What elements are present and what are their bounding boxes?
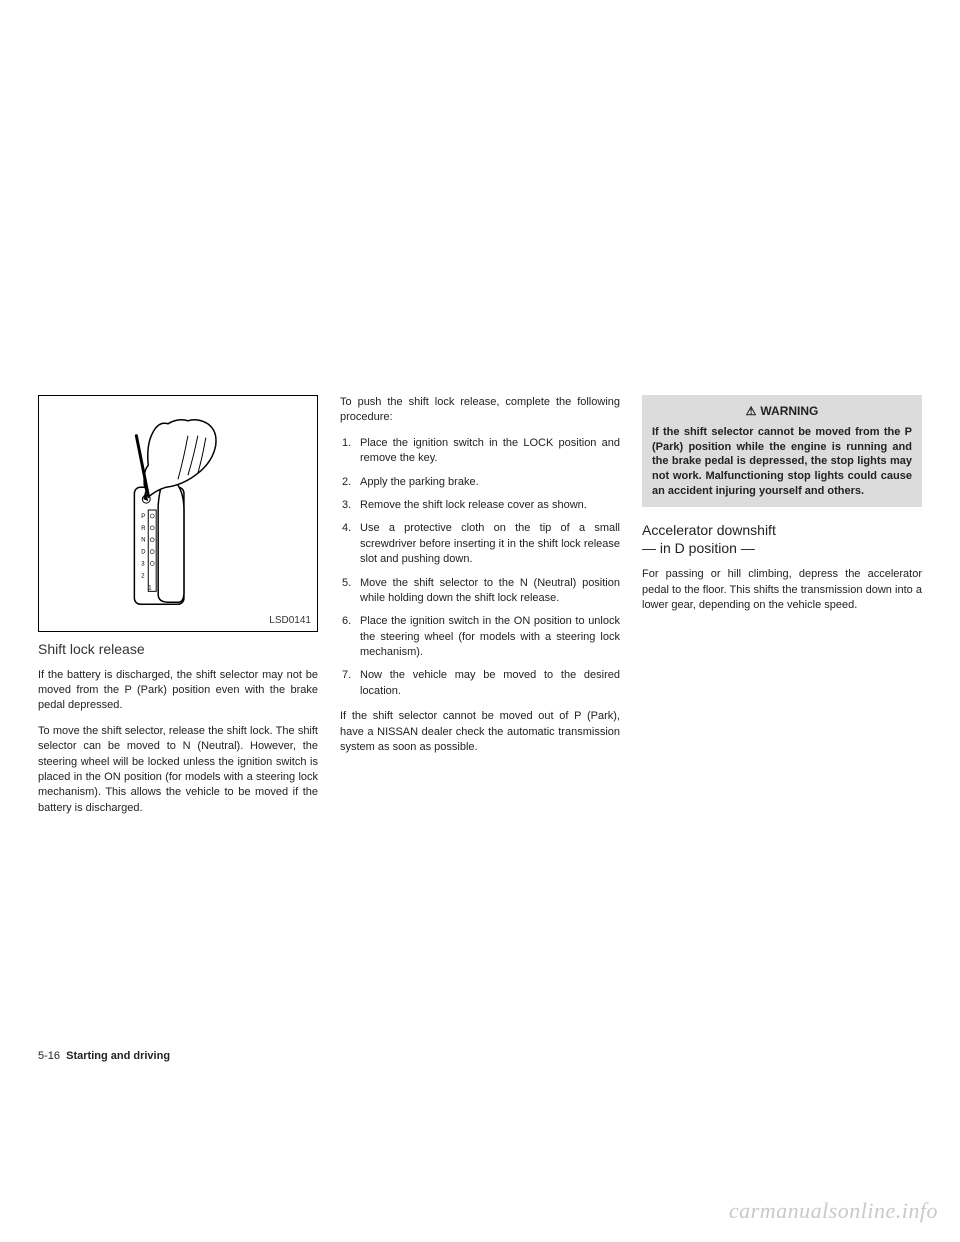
col2-intro: To push the shift lock release, complete… bbox=[340, 395, 620, 426]
warning-box: WARNING If the shift selector cannot be … bbox=[642, 395, 922, 507]
col1-p2: To move the shift selector, release the … bbox=[38, 724, 318, 816]
step: Apply the parking brake. bbox=[340, 475, 620, 490]
step: Now the vehicle may be moved to the desi… bbox=[340, 668, 620, 699]
step: Move the shift selector to the N (Neutra… bbox=[340, 576, 620, 607]
shift-lock-heading: Shift lock release bbox=[38, 640, 318, 660]
col3-p1: For passing or hill climbing, depress th… bbox=[642, 567, 922, 613]
col2-p1: If the shift selector cannot be moved ou… bbox=[340, 709, 620, 755]
page-footer: 5-16 Starting and driving bbox=[38, 1050, 170, 1062]
shift-lock-figure: P R N D 3 2 1 LSD0141 bbox=[38, 395, 318, 632]
step: Place the ignition switch in the ON posi… bbox=[340, 614, 620, 660]
svg-text:D: D bbox=[141, 550, 145, 556]
accelerator-heading: Accelerator downshift — in D position — bbox=[642, 521, 922, 557]
step: Use a protective cloth on the tip of a s… bbox=[340, 521, 620, 567]
warning-title: WARNING bbox=[652, 403, 912, 420]
svg-text:N: N bbox=[141, 538, 145, 544]
warning-body: If the shift selector cannot be moved fr… bbox=[652, 425, 912, 499]
svg-text:P: P bbox=[141, 514, 145, 520]
procedure-list: Place the ignition switch in the LOCK po… bbox=[340, 436, 620, 699]
col1-p1: If the battery is discharged, the shift … bbox=[38, 668, 318, 714]
step: Remove the shift lock release cover as s… bbox=[340, 498, 620, 513]
watermark: carmanualsonline.info bbox=[729, 1198, 938, 1224]
page-number: 5-16 bbox=[38, 1050, 60, 1062]
section-title: Starting and driving bbox=[66, 1050, 170, 1062]
figure-label: LSD0141 bbox=[269, 614, 311, 628]
step: Place the ignition switch in the LOCK po… bbox=[340, 436, 620, 467]
sub-line1: Accelerator downshift bbox=[642, 522, 776, 538]
svg-text:R: R bbox=[141, 526, 146, 532]
sub-line2: — in D position — bbox=[642, 540, 755, 556]
svg-text:2: 2 bbox=[141, 573, 144, 579]
